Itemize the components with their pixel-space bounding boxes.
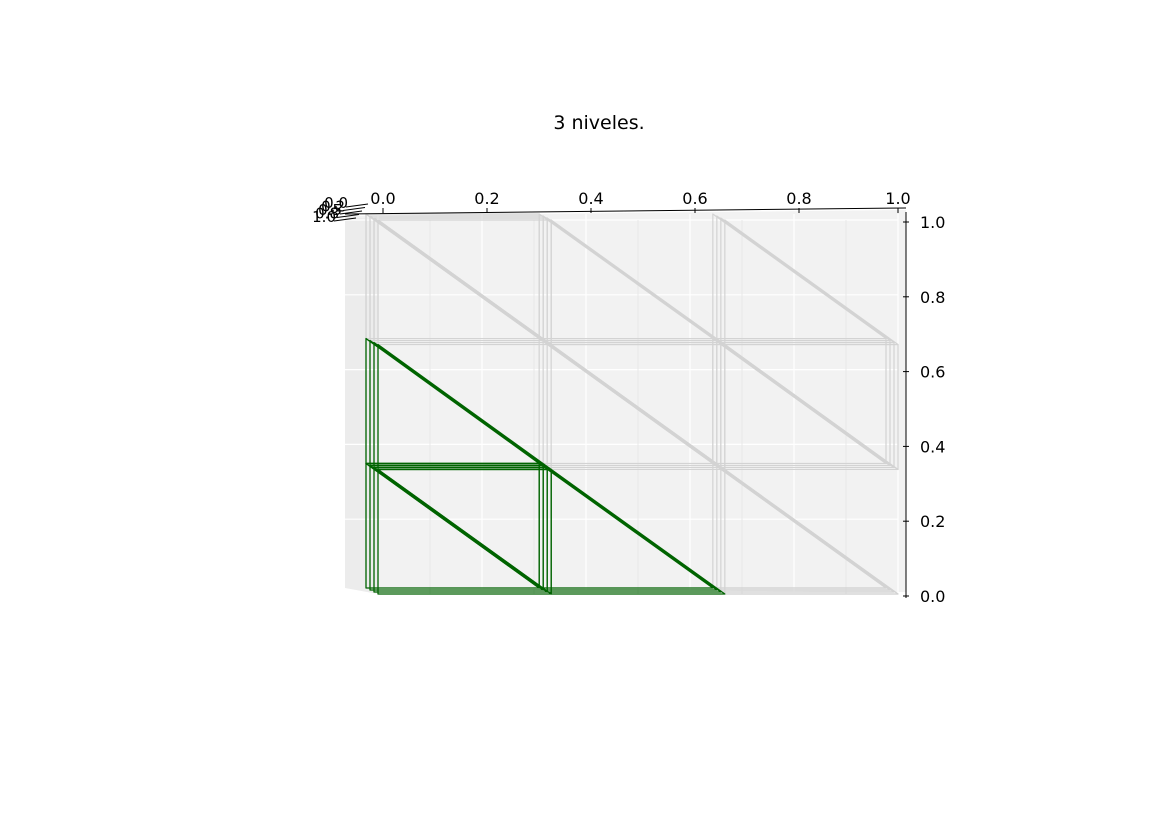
background-triangle bbox=[365, 213, 540, 340]
z-tick-mark bbox=[336, 214, 360, 218]
chart-title: 3 niveles. bbox=[553, 112, 644, 134]
background-triangle bbox=[724, 343, 899, 471]
background-triangle bbox=[724, 468, 899, 595]
highlight-triangle bbox=[538, 462, 714, 589]
x-tick-label: 0.0 bbox=[370, 189, 395, 208]
background-triangle bbox=[716, 464, 891, 591]
z-tick-mark bbox=[342, 207, 366, 211]
x-tick-label: 0.2 bbox=[474, 189, 499, 208]
x-tick-label: 1.0 bbox=[885, 189, 910, 208]
z-tick-label: 0.5 bbox=[318, 201, 342, 219]
z-tick-label: 0.8 bbox=[315, 205, 339, 223]
background-triangle bbox=[377, 219, 552, 346]
y-tick-label: 1.0 bbox=[920, 213, 945, 232]
y-tick-label: 0.8 bbox=[920, 288, 945, 307]
y-tick-label: 0.0 bbox=[920, 587, 945, 606]
z-tick-mark bbox=[339, 210, 363, 215]
highlight-triangle bbox=[373, 341, 548, 469]
highlight-triangle bbox=[542, 464, 718, 591]
axis-panes bbox=[345, 210, 906, 594]
background-triangle bbox=[720, 466, 895, 593]
background-triangle bbox=[712, 337, 887, 465]
z-tick-label: 0.2 bbox=[321, 198, 345, 216]
x-axis-line bbox=[344, 207, 907, 215]
background-triangle bbox=[373, 217, 548, 344]
background-triangle bbox=[538, 337, 714, 465]
x-tick-label: 0.4 bbox=[578, 189, 603, 208]
background-triangle bbox=[716, 339, 891, 467]
highlight-mesh bbox=[365, 337, 726, 595]
side-pane bbox=[345, 216, 378, 594]
highlight-triangle bbox=[546, 466, 722, 593]
background-triangle bbox=[712, 462, 887, 589]
background-triangle bbox=[550, 343, 726, 471]
z-tick-label: 1.0 bbox=[312, 208, 336, 226]
x-tick-label: 0.8 bbox=[786, 189, 811, 208]
x-tick-label: 0.6 bbox=[682, 189, 707, 208]
highlight-triangle bbox=[369, 339, 544, 467]
z-tick-mark bbox=[345, 203, 369, 208]
background-triangle bbox=[542, 339, 718, 467]
background-triangle bbox=[546, 341, 722, 469]
y-tick-label: 0.2 bbox=[920, 512, 945, 531]
y-tick-label: 0.6 bbox=[920, 363, 945, 382]
highlight-triangle bbox=[550, 468, 726, 595]
axes: 0.0 0.2 0.4 0.6 0.8 1.00.00.20.40.60.81.00.00… bbox=[312, 189, 945, 606]
y-tick-label: 0.4 bbox=[920, 437, 945, 456]
background-triangle bbox=[369, 215, 544, 342]
z-tick-label: 0.0 bbox=[324, 194, 348, 212]
highlight-triangle bbox=[377, 343, 552, 471]
background-triangle bbox=[720, 341, 895, 469]
z-tick-mark bbox=[333, 217, 357, 222]
highlight-triangle bbox=[365, 337, 540, 465]
